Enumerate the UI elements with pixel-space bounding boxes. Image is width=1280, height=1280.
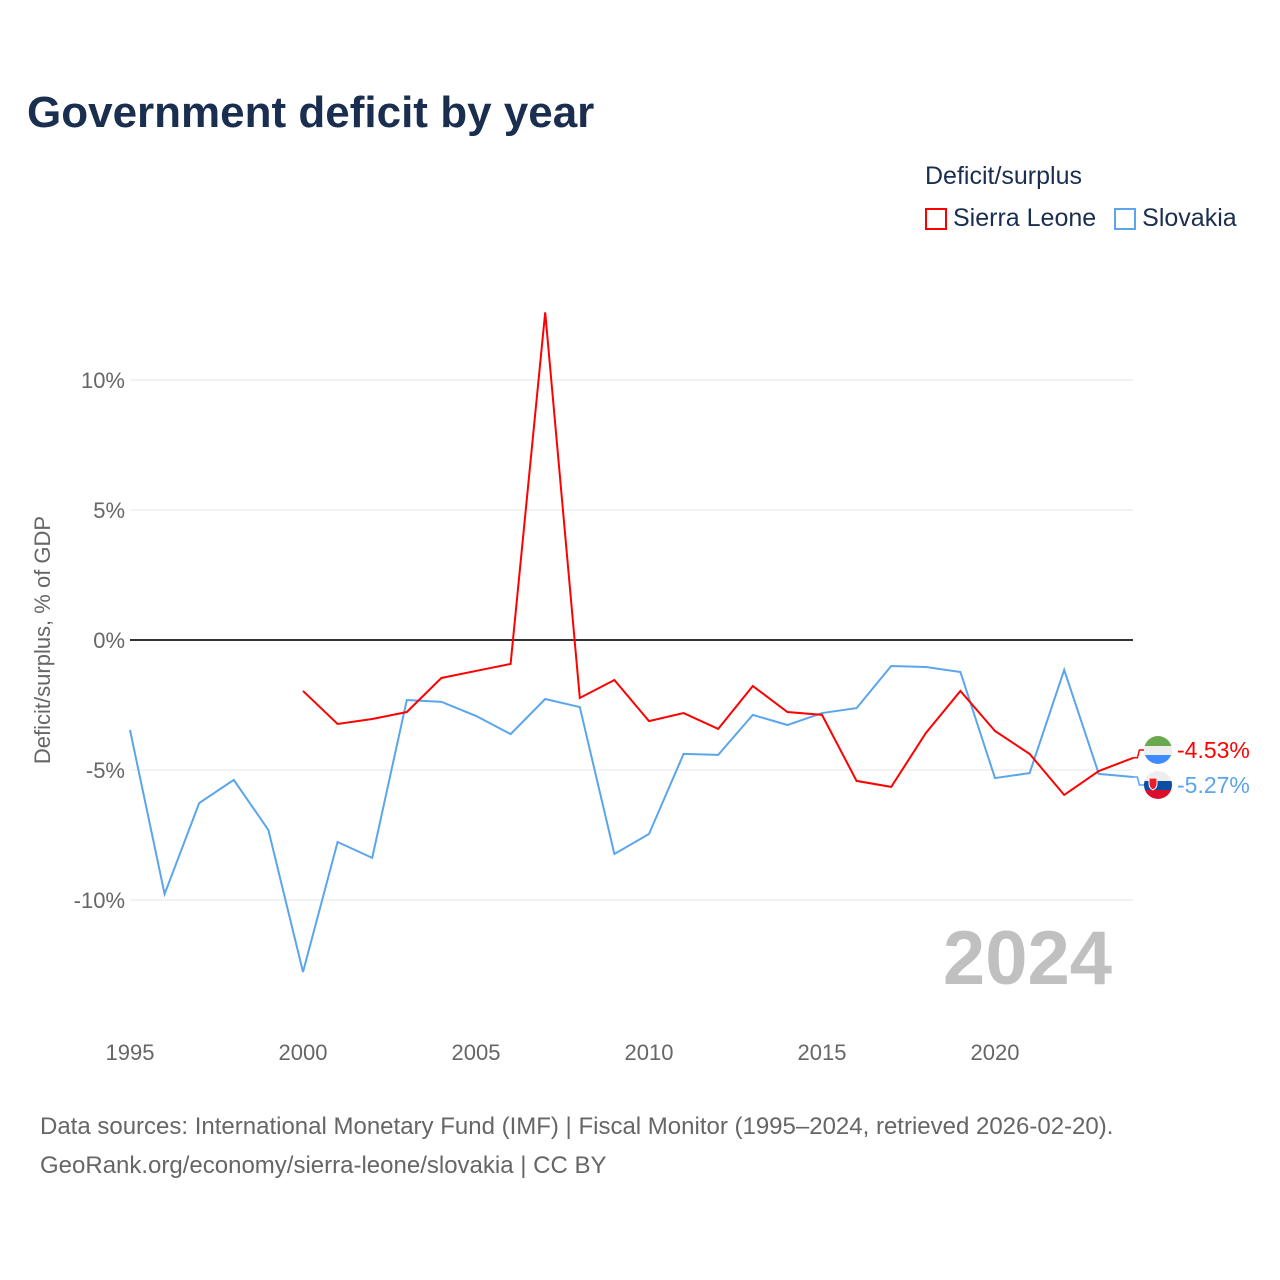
data-sources: Data sources: International Monetary Fun… [40, 1113, 1114, 1140]
legend-swatch [1114, 207, 1137, 230]
legend-item-sierra-leone[interactable]: Sierra Leone [925, 204, 1096, 233]
y-axis-label: Deficit/surplus, % of GDP [30, 516, 55, 764]
x-tick-label: 2020 [971, 1040, 1020, 1065]
legend-swatch [925, 207, 947, 230]
x-tick-label: 2000 [279, 1040, 328, 1065]
source-link[interactable]: GeoRank.org/economy/sierra-leone/slovaki… [40, 1152, 607, 1179]
y-tick-label: 5% [93, 498, 125, 523]
end-value-label-slovakia: -5.27% [1177, 772, 1250, 798]
end-connector [1133, 776, 1146, 786]
y-tick-label: -5% [86, 758, 125, 783]
legend: Sierra Leone Slovakia [925, 204, 1237, 233]
footer: Data sources: International Monetary Fun… [40, 1107, 1113, 1185]
x-tick-label: 2010 [625, 1040, 674, 1065]
end-value-label-sierra-leone: -4.53% [1177, 737, 1250, 763]
x-tick-label: 2005 [452, 1040, 501, 1065]
legend-title: Deficit/surplus [925, 162, 1082, 190]
y-tick-label: 10% [81, 368, 125, 393]
slovakia-flag-icon [1144, 771, 1172, 799]
x-tick-label: 2015 [798, 1040, 847, 1065]
y-tick-label: 0% [93, 628, 125, 653]
end-connector [1133, 749, 1146, 759]
legend-item-slovakia[interactable]: Slovakia [1114, 204, 1237, 233]
y-tick-label: -10% [74, 888, 125, 913]
legend-label: Slovakia [1142, 204, 1237, 232]
x-tick-label: 1995 [106, 1040, 155, 1065]
legend-label: Sierra Leone [953, 204, 1097, 232]
year-watermark: 2024 [943, 916, 1112, 1001]
series-line-slovakia [129, 664, 1134, 973]
chart-title: Government deficit by year [27, 88, 595, 137]
sierra-leone-flag-icon [1144, 736, 1172, 764]
series-line-sierra-leone [302, 312, 1134, 797]
